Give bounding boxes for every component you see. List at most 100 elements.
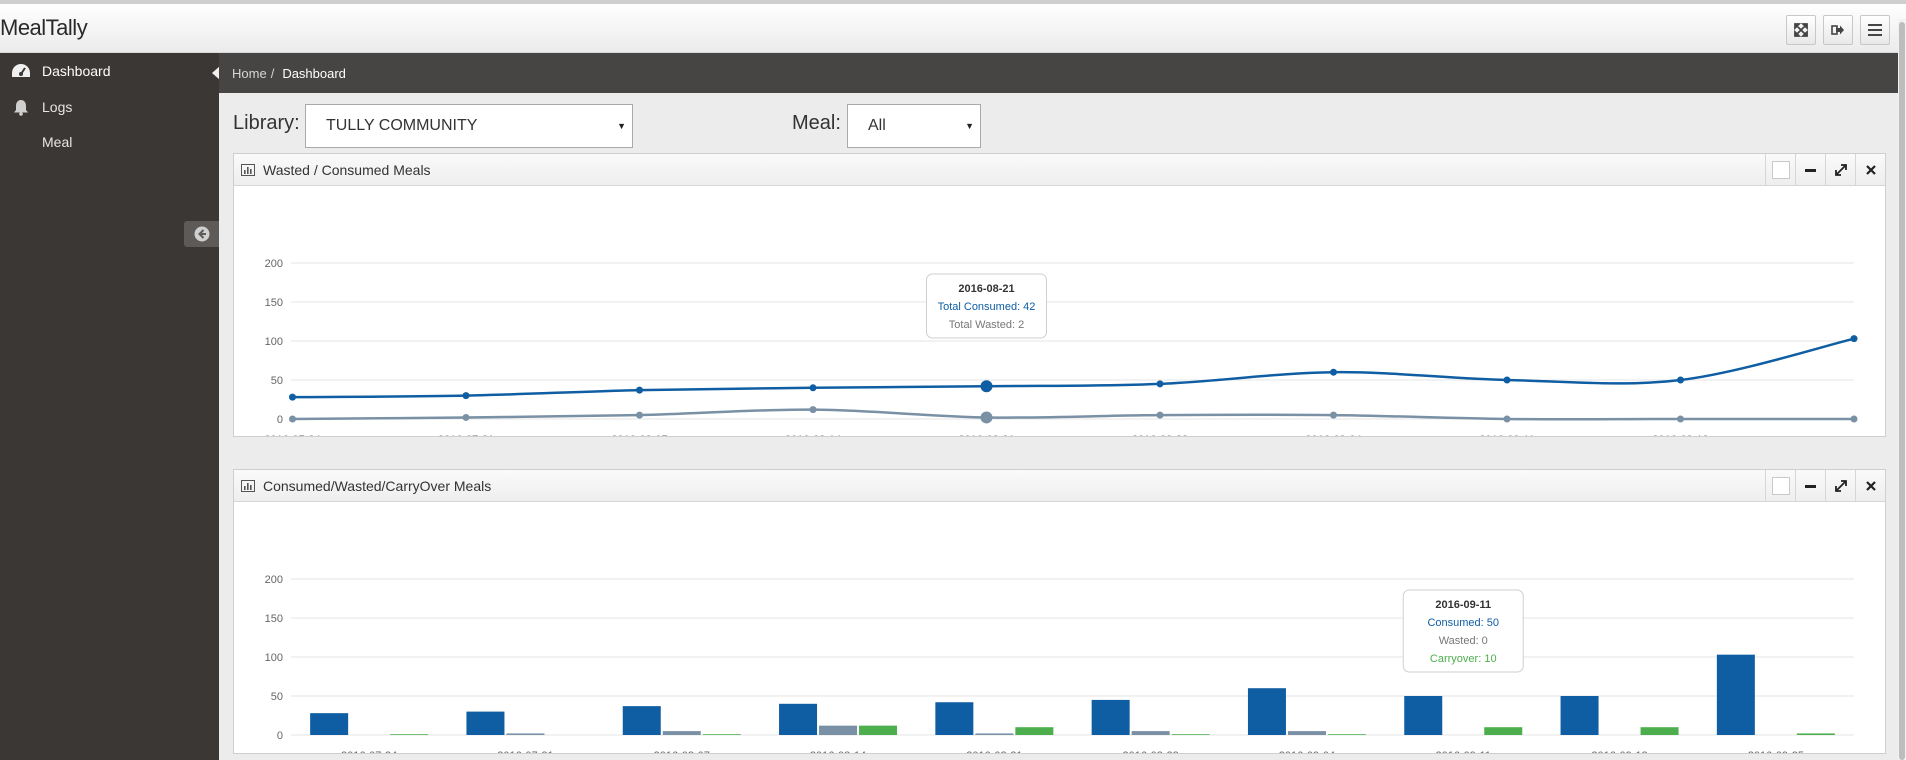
bar — [935, 702, 974, 735]
sidebar-item-meal[interactable]: Meal — [0, 125, 219, 159]
tooltip-box — [1402, 589, 1524, 673]
x-tick-label: 2016-07-24 — [264, 434, 320, 436]
tooltip-box — [926, 273, 1047, 339]
sidebar-item-logs[interactable]: Logs — [0, 90, 219, 124]
tooltip-line: Total Wasted: 2 — [949, 319, 1024, 331]
data-point — [1330, 368, 1337, 376]
widget-title: Wasted / Consumed Meals — [263, 161, 431, 178]
widget-close-button[interactable] — [1855, 470, 1885, 502]
breadcrumb-home-link[interactable]: Home — [232, 65, 267, 81]
widget-title: Consumed/Wasted/CarryOver Meals — [263, 477, 492, 494]
widget-collapse-button[interactable] — [1795, 470, 1825, 502]
active-caret-icon — [212, 66, 220, 80]
data-point — [1677, 376, 1684, 384]
dashboard-icon — [0, 63, 42, 79]
bar-chart-svg: 0 50 100 150 200 2016-07-24 2016-07-31 2016-08-… — [265, 574, 1854, 760]
data-point — [1156, 380, 1164, 388]
x-tick-label: 2016-08-07 — [611, 434, 667, 436]
y-tick-label: 50 — [271, 375, 283, 387]
y-tick-label: 100 — [265, 652, 283, 664]
meal-label: Meal: — [792, 112, 841, 134]
tooltip-title: 2016-08-21 — [958, 283, 1014, 295]
sidebar-collapse-button[interactable] — [184, 221, 219, 247]
fullscreen-button[interactable] — [1786, 15, 1816, 45]
bar — [1287, 731, 1326, 735]
x-tick-label: 2016-08-07 — [654, 750, 710, 753]
data-point — [1677, 415, 1684, 423]
widget-controls — [1765, 154, 1885, 186]
y-tick-label: 150 — [265, 613, 283, 625]
chart-tooltip: 2016-09-11 Consumed: 50 Wasted: 0 Carryover… — [1402, 589, 1524, 673]
expand-icon — [1834, 164, 1847, 176]
widget-header: Consumed/Wasted/CarryOver Meals — [234, 470, 1885, 502]
sidebar-item-dashboard[interactable]: Dashboard — [0, 54, 220, 88]
breadcrumb-current: Dashboard — [282, 65, 346, 81]
menu-button[interactable] — [1860, 15, 1890, 45]
widget-wasted-consumed: Wasted / Consumed Meals 0 50 100 150 200 2016… — [233, 153, 1886, 446]
x-tick-label: 2016-09-11 — [1436, 750, 1491, 753]
close-icon — [1865, 165, 1876, 175]
series-line-1 — [292, 408, 1854, 421]
data-point — [1503, 415, 1511, 423]
widget-colorpicker-button[interactable] — [1765, 470, 1795, 502]
bar — [1091, 699, 1130, 735]
widget-collapse-button[interactable] — [1795, 154, 1825, 186]
x-tick-label: 2016-09-04 — [1279, 750, 1335, 753]
library-label: Library: — [233, 112, 300, 134]
data-point — [462, 392, 470, 400]
x-tick-label: 2016-09-25 — [1748, 750, 1804, 753]
data-point — [636, 411, 643, 419]
widget-colorpicker-button[interactable] — [1765, 154, 1795, 186]
tooltip-title: 2016-09-11 — [1435, 599, 1491, 611]
bar — [859, 725, 898, 735]
bar — [1015, 727, 1054, 735]
meal-select[interactable]: All ▼ — [847, 104, 981, 148]
bar — [1560, 696, 1599, 735]
tooltip-line: Consumed: 50 — [1427, 617, 1499, 629]
bar — [975, 733, 1014, 735]
bar-chart: 0 50 100 150 200 2016-07-24 2016-07-31 2016-08-… — [234, 502, 1885, 760]
data-point — [1503, 376, 1511, 384]
line-chart-svg: 0 50 100 150 200 2016-07-24 2016-07-31 2016-08-… — [264, 258, 1858, 446]
x-tick-label: 2016-09-04 — [1305, 434, 1361, 436]
x-tick-label: 2016-07-31 — [497, 750, 553, 753]
widget-fullscreen-button[interactable] — [1825, 154, 1855, 186]
y-tick-label: 0 — [277, 730, 283, 742]
x-tick-label: 2016-08-21 — [966, 750, 1022, 753]
x-tick-label: 2016-07-31 — [438, 434, 494, 436]
minus-icon — [1805, 168, 1816, 172]
app-title: MealTally — [0, 15, 88, 40]
page-scrollbar-thumb[interactable] — [1899, 22, 1905, 760]
series-line-0 — [292, 337, 1855, 399]
tooltip-line: Total Consumed: 42 — [938, 301, 1036, 313]
data-point — [289, 393, 296, 401]
library-select[interactable]: TULLY COMMUNITY ▼ — [305, 104, 633, 148]
y-tick-label: 200 — [265, 574, 283, 586]
tooltip-line: Carryover: 10 — [1430, 653, 1497, 665]
logout-button[interactable] — [1823, 15, 1853, 45]
bar — [1484, 727, 1523, 735]
line-chart: 0 50 100 150 200 2016-07-24 2016-07-31 2016-08-… — [234, 186, 1885, 446]
bar — [1327, 734, 1366, 735]
logout-icon — [1831, 25, 1844, 35]
color-swatch-icon — [1771, 161, 1790, 179]
bar — [662, 731, 701, 735]
bar — [1171, 734, 1210, 735]
top-buttons — [1786, 15, 1890, 45]
data-point — [1330, 411, 1337, 419]
bar — [622, 706, 661, 735]
bell-icon — [0, 99, 42, 116]
bar — [1131, 731, 1170, 735]
data-point — [980, 411, 993, 424]
top-bar: MealTally — [0, 0, 1906, 53]
widget-fullscreen-button[interactable] — [1825, 470, 1855, 502]
data-point — [1156, 411, 1164, 419]
y-tick-label: 150 — [265, 297, 283, 309]
meal-select-value: All — [868, 117, 886, 134]
library-select-value: TULLY COMMUNITY — [326, 117, 478, 134]
widget-close-button[interactable] — [1855, 154, 1885, 186]
close-icon — [1865, 481, 1876, 491]
data-point — [636, 386, 643, 394]
x-tick-label: 2016-09-11 — [1479, 434, 1534, 436]
bar — [779, 703, 818, 735]
